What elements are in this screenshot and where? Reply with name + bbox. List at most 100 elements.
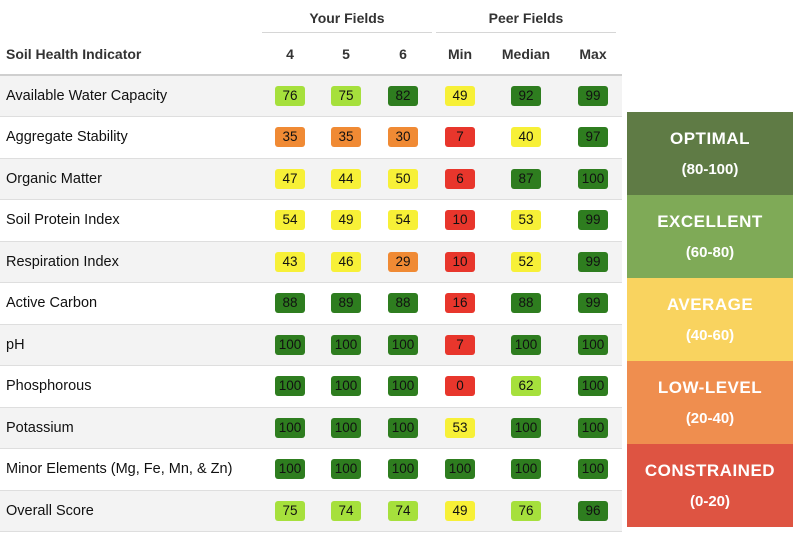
score-cell-field-6: 74: [374, 490, 432, 532]
score-badge: 100: [274, 459, 306, 480]
score-badge: 47: [275, 168, 305, 189]
score-badge: 7: [445, 127, 475, 148]
score-cell-field-6: 100: [374, 365, 432, 408]
score-badge: 100: [330, 459, 362, 480]
score-cell-peer-median: 100: [488, 448, 564, 491]
column-header-row: Soil Health Indicator 4 5 6 Min Median M…: [0, 34, 622, 76]
score-cell-field-5: 75: [318, 75, 374, 117]
table-row: Aggregate Stability 35 35 30 7 40 97: [0, 116, 622, 159]
score-cell-field-5: 89: [318, 282, 374, 325]
legend-item-low-level: LOW-LEVEL (20-40): [627, 361, 793, 444]
indicator-label: Active Carbon: [0, 282, 262, 325]
table-row: Soil Protein Index 54 49 54 10 53 99: [0, 199, 622, 242]
legend-item-excellent: EXCELLENT (60-80): [627, 195, 793, 278]
column-header-max: Max: [564, 34, 622, 76]
score-badge: 54: [388, 210, 418, 231]
rating-legend: OPTIMAL (80-100) EXCELLENT (60-80) AVERAGE (4…: [627, 112, 793, 527]
score-cell-peer-max: 96: [564, 490, 622, 532]
score-cell-field-6: 82: [374, 75, 432, 117]
score-badge: 100: [274, 334, 306, 355]
score-badge: 100: [387, 459, 419, 480]
score-badge: 76: [511, 500, 541, 521]
score-cell-peer-max: 100: [564, 448, 622, 491]
indicator-label: Respiration Index: [0, 241, 262, 283]
score-cell-peer-max: 100: [564, 158, 622, 200]
score-cell-field-5: 100: [318, 324, 374, 366]
score-rows: Available Water Capacity 76 75 82 49 92 99 Aggr…: [0, 75, 622, 532]
score-badge: 35: [331, 127, 361, 148]
score-cell-field-4: 47: [262, 158, 318, 200]
score-cell-field-4: 76: [262, 75, 318, 117]
score-badge: 100: [387, 376, 419, 397]
table-row: pH 100 100 100 7 100 100: [0, 324, 622, 366]
score-badge: 10: [445, 251, 475, 272]
legend-item-constrained: CONSTRAINED (0-20): [627, 444, 793, 527]
score-cell-peer-min: 7: [432, 116, 488, 159]
score-cell-peer-median: 100: [488, 324, 564, 366]
score-cell-field-4: 100: [262, 407, 318, 449]
indicator-label: Available Water Capacity: [0, 75, 262, 117]
score-cell-field-5: 100: [318, 407, 374, 449]
table-row: Available Water Capacity 76 75 82 49 92 99: [0, 75, 622, 117]
score-badge: 97: [578, 127, 608, 148]
score-badge: 10: [445, 210, 475, 231]
score-cell-peer-median: 76: [488, 490, 564, 532]
score-badge: 89: [331, 293, 361, 314]
column-header-field-6: 6: [374, 34, 432, 76]
table-row: Minor Elements (Mg, Fe, Mn, & Zn) 100 100 1…: [0, 448, 622, 491]
score-badge: 49: [445, 500, 475, 521]
score-cell-peer-max: 100: [564, 407, 622, 449]
column-header-median: Median: [488, 34, 564, 76]
legend-range: (40-60): [685, 327, 735, 344]
your-fields-header: Your Fields: [262, 4, 432, 33]
indicator-column-header: Soil Health Indicator: [0, 34, 262, 76]
score-cell-field-5: 44: [318, 158, 374, 200]
score-badge: 100: [330, 376, 362, 397]
score-cell-field-4: 88: [262, 282, 318, 325]
score-cell-field-6: 100: [374, 407, 432, 449]
score-cell-field-6: 100: [374, 324, 432, 366]
score-cell-field-4: 75: [262, 490, 318, 532]
legend-range: (0-20): [689, 493, 730, 510]
table-row: Organic Matter 47 44 50 6 87 100: [0, 158, 622, 200]
score-cell-peer-median: 53: [488, 199, 564, 242]
score-badge: 100: [510, 334, 542, 355]
table-row: Overall Score 75 74 74 49 76 96: [0, 490, 622, 532]
score-badge: 92: [511, 86, 541, 106]
soil-health-table: Soil Health Indicator 4 5 6 Min Median M…: [0, 34, 622, 532]
score-cell-field-5: 100: [318, 365, 374, 408]
score-cell-peer-max: 99: [564, 241, 622, 283]
score-badge: 52: [511, 251, 541, 272]
score-cell-field-5: 74: [318, 490, 374, 532]
legend-name: EXCELLENT: [657, 212, 763, 231]
score-cell-field-4: 35: [262, 116, 318, 159]
column-header-min: Min: [432, 34, 488, 76]
score-cell-peer-max: 99: [564, 199, 622, 242]
indicator-label: pH: [0, 324, 262, 366]
score-badge: 100: [274, 376, 306, 397]
legend-name: AVERAGE: [666, 295, 754, 314]
score-cell-field-4: 43: [262, 241, 318, 283]
score-cell-field-4: 100: [262, 324, 318, 366]
score-badge: 100: [274, 417, 306, 438]
score-cell-peer-median: 92: [488, 75, 564, 117]
score-badge: 6: [445, 168, 475, 189]
score-badge: 100: [387, 417, 419, 438]
score-badge: 75: [275, 500, 305, 521]
score-cell-field-5: 35: [318, 116, 374, 159]
column-header-field-4: 4: [262, 34, 318, 76]
table-row: Potassium 100 100 100 53 100 100: [0, 407, 622, 449]
indicator-label: Organic Matter: [0, 158, 262, 200]
score-cell-peer-min: 6: [432, 158, 488, 200]
score-cell-field-6: 54: [374, 199, 432, 242]
score-badge: 82: [388, 86, 418, 106]
score-cell-field-4: 100: [262, 448, 318, 491]
score-badge: 35: [275, 127, 305, 148]
table-row: Respiration Index 43 46 29 10 52 99: [0, 241, 622, 283]
score-badge: 87: [511, 168, 541, 189]
score-badge: 44: [331, 168, 361, 189]
legend-name: CONSTRAINED: [644, 461, 776, 480]
score-badge: 16: [445, 293, 475, 314]
score-badge: 54: [275, 210, 305, 231]
legend-item-optimal: OPTIMAL (80-100): [627, 112, 793, 195]
